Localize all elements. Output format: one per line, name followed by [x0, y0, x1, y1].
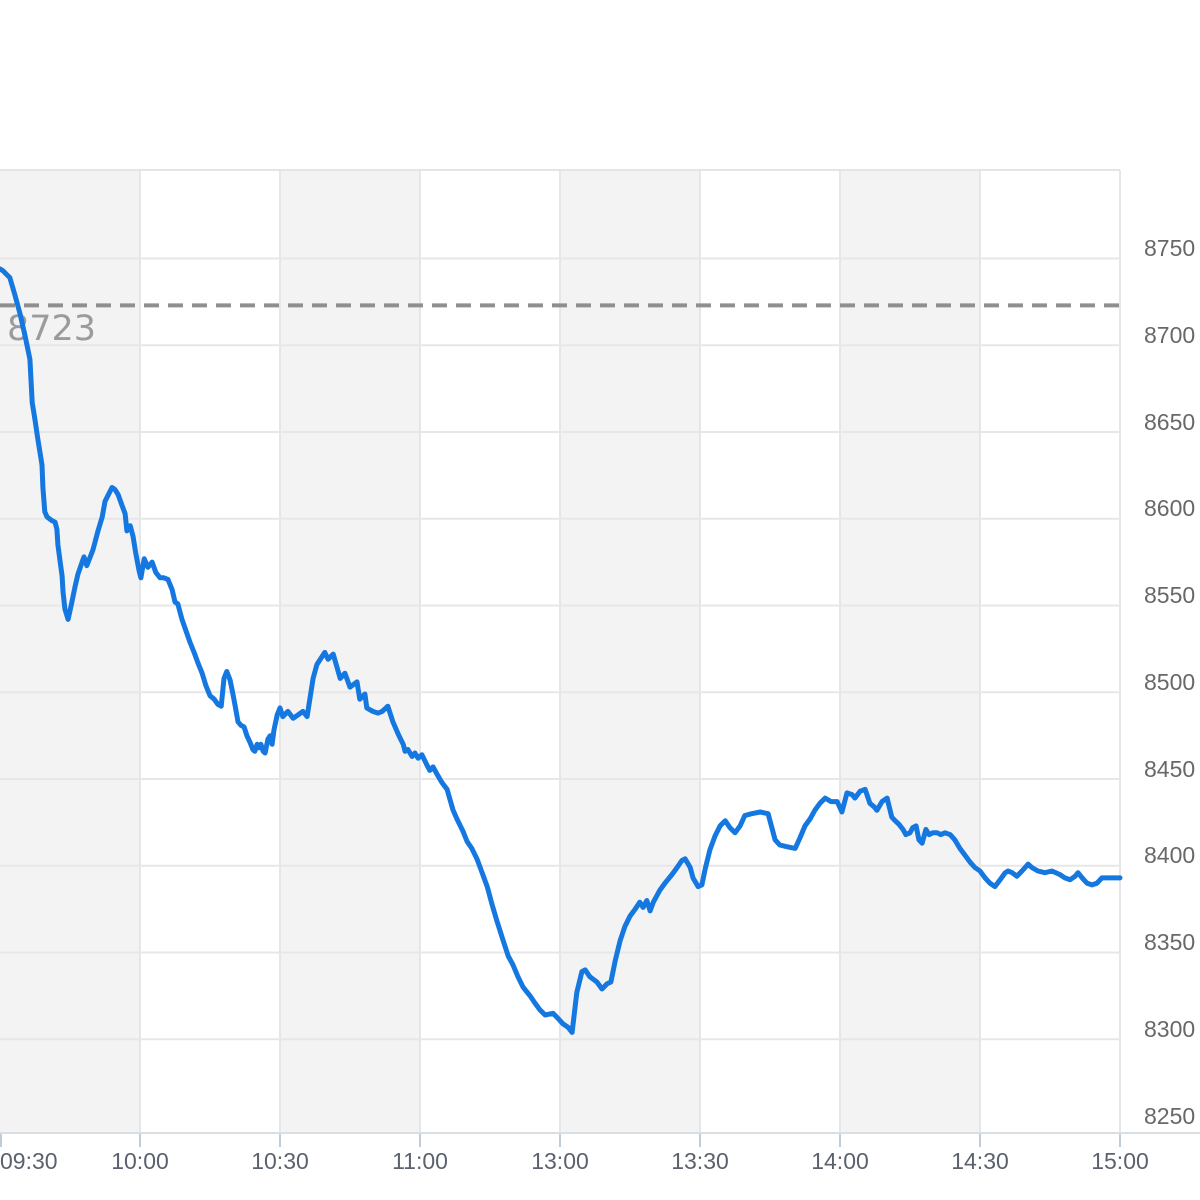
session-band: [280, 170, 420, 1133]
chart-plot-area[interactable]: [0, 170, 1120, 1133]
session-band: [840, 170, 980, 1133]
price-series-path: [0, 266, 1123, 1035]
